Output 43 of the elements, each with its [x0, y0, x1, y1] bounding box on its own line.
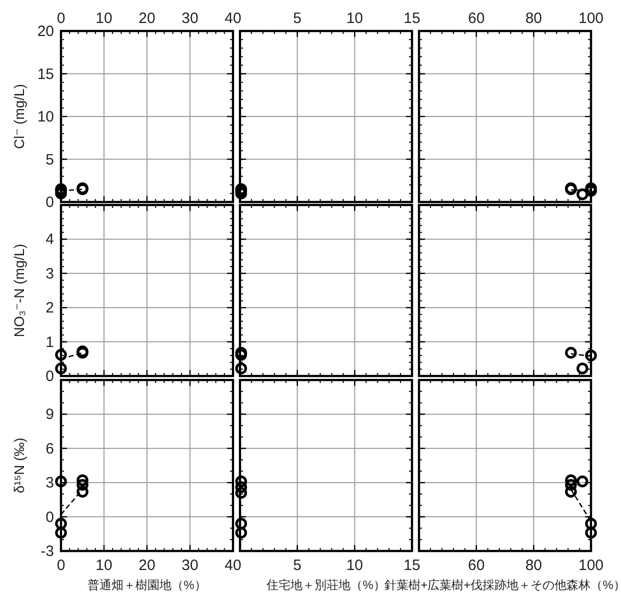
- x2-tick-label: 80: [525, 10, 542, 27]
- y-tick-label: 1: [46, 334, 54, 351]
- x2-tick-label: 60: [468, 10, 485, 27]
- x2-tick-label: 15: [404, 10, 420, 27]
- y-axis-title: NO₃⁻-N (mg/L): [11, 244, 27, 338]
- y-tick-label: 5: [46, 151, 54, 168]
- x-tick-label: 60: [468, 557, 485, 574]
- x-axis-title: 住宅地＋別荘地（%）: [266, 578, 386, 592]
- y-tick-label: 3: [46, 265, 54, 282]
- x-tick-label: 10: [346, 557, 364, 574]
- y-tick-label: 6: [46, 440, 54, 458]
- x-tick-label: 0: [56, 557, 66, 574]
- y-tick-label: 15: [37, 66, 54, 83]
- y-tick-label: 9: [46, 406, 54, 424]
- x-axis-title: 普通畑＋樹園地（%）: [88, 578, 206, 592]
- x2-tick-label: 5: [293, 10, 302, 27]
- y-tick-label: 0: [46, 368, 54, 385]
- x2-tick-label: 20: [138, 10, 156, 27]
- x-tick-label: 80: [525, 557, 542, 574]
- y-axis-title: δ¹⁵N (‰): [11, 438, 27, 494]
- y-tick-label: -3: [40, 543, 54, 560]
- x2-tick-label: 40: [224, 10, 242, 27]
- x2-tick-label: 30: [182, 10, 198, 27]
- x2-tick-label: 10: [96, 10, 112, 27]
- x-tick-label: 15: [404, 557, 420, 574]
- x-tick-label: 100: [578, 557, 604, 574]
- y-axis-title: Cl⁻ (mg/L): [11, 84, 27, 149]
- y-tick-label: 2: [46, 300, 54, 317]
- y-tick-label: 10: [37, 108, 54, 126]
- x2-tick-label: 100: [578, 10, 604, 27]
- y-tick-label: 0: [46, 508, 54, 526]
- y-tick-label: 20: [37, 23, 54, 40]
- x-tick-label: 5: [293, 557, 302, 574]
- x-tick-label: 10: [96, 557, 112, 574]
- x-tick-label: 20: [138, 557, 156, 574]
- x2-tick-label: 0: [56, 10, 66, 27]
- x-tick-label: 30: [182, 557, 198, 574]
- x-axis-title: 針葉樹+広葉樹+伐採跡地＋その他森林（%）: [384, 578, 621, 592]
- x-tick-label: 40: [224, 557, 242, 574]
- y-tick-label: 0: [46, 194, 54, 211]
- y-tick-label: 4: [46, 231, 54, 248]
- y-tick-label: 3: [46, 474, 54, 492]
- x2-tick-label: 10: [346, 10, 364, 27]
